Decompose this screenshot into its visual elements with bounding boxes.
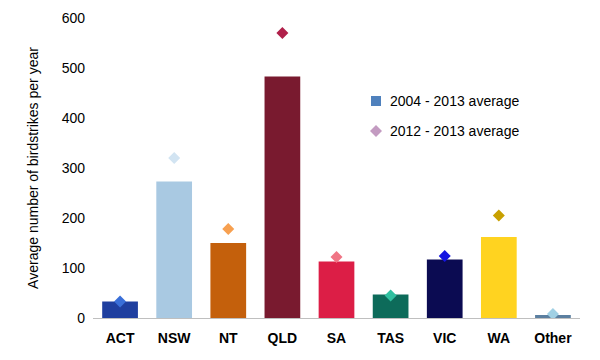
y-tick-label: 400 [62,110,86,126]
x-tick-label: ACT [106,330,135,346]
y-tick-label: 0 [77,310,85,326]
y-tick-label: 500 [62,60,86,76]
marks [102,27,571,318]
y-axis-label: Average number of birdstrikes per year [25,47,41,289]
x-tick-label: VIC [433,330,456,346]
legend-label: 2012 - 2013 average [390,123,519,139]
diamond-marker [114,296,126,308]
bar [210,243,246,318]
legend-swatch [371,96,381,106]
legend-swatch [370,125,382,137]
bar [319,262,355,319]
y-tick-label: 600 [62,10,86,26]
diamond-marker [276,27,288,39]
x-tick-label: TAS [377,330,404,346]
x-tick-label: SA [327,330,346,346]
legend-label: 2004 - 2013 average [390,93,519,109]
diamond-marker [331,251,343,263]
x-tick-label: Other [534,330,572,346]
x-tick-label: NT [219,330,238,346]
chart: 0 100 200 300 400 500 600 Average number of bir… [0,0,600,360]
x-tick-label: NSW [158,330,191,346]
diamond-marker [439,250,451,262]
y-tick-label: 100 [62,260,86,276]
diamond-marker [385,290,397,302]
y-tick-label: 300 [62,160,86,176]
bar [427,260,463,319]
diamond-marker [222,223,234,235]
y-tick-label: 200 [62,210,86,226]
diamond-marker [168,152,180,164]
x-tick-label: QLD [268,330,298,346]
x-axis-line [93,318,580,319]
legend: 2004 - 2013 average 2012 - 2013 average [370,93,519,139]
diamond-marker [547,308,559,318]
diamond-marker [493,210,505,222]
bar [481,237,517,318]
bar [265,77,301,319]
bar [156,182,192,319]
x-tick-label: WA [488,330,511,346]
